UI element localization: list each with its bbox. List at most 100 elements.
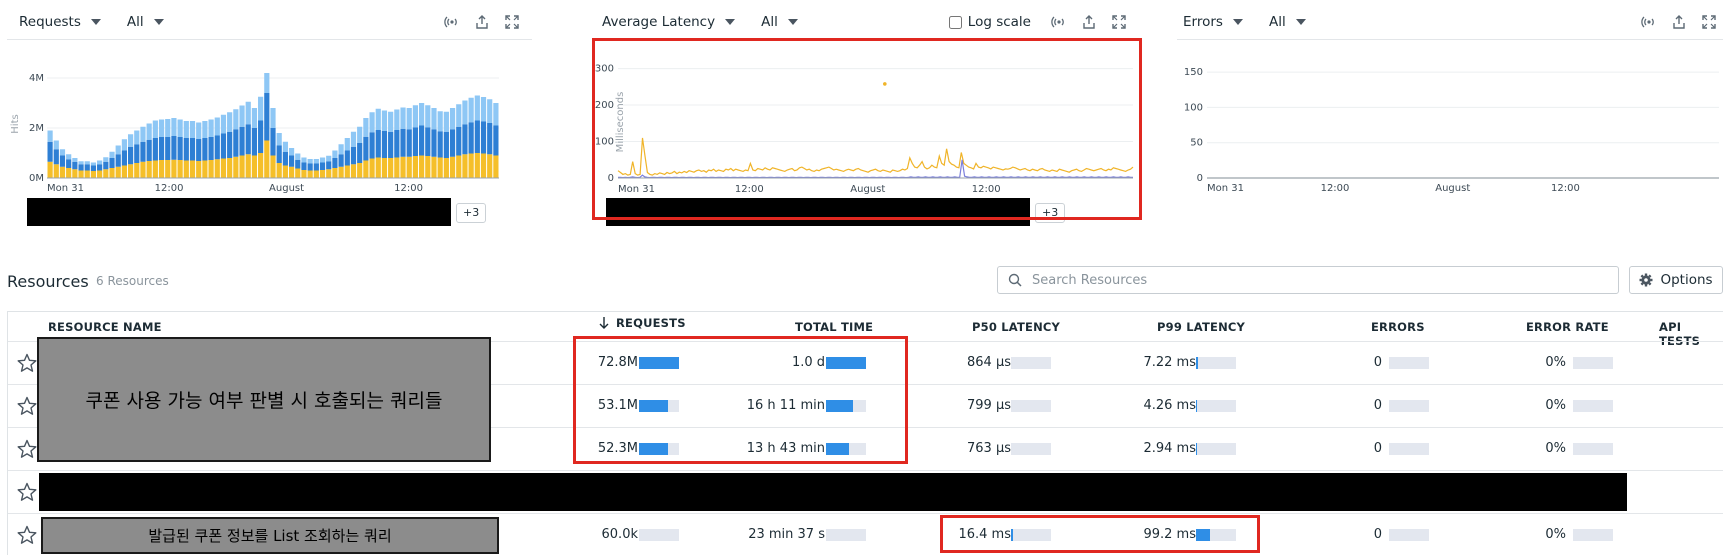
latency-panel-tools: Log scale [948, 14, 1127, 30]
bar-segment [288, 148, 295, 156]
export-icon[interactable] [474, 14, 490, 30]
outlier-point [883, 82, 887, 86]
requests-value: 53.1M [597, 398, 638, 413]
errors-metric-select[interactable]: Errors [1183, 14, 1243, 30]
bar-segment [301, 157, 307, 163]
error-rate-value: 0% [1545, 398, 1566, 413]
total-time-bar-fill [826, 357, 866, 369]
row-divider [8, 470, 1723, 471]
star-icon[interactable] [16, 395, 38, 417]
star-icon[interactable] [16, 524, 38, 546]
errors-filter-label: All [1268, 14, 1286, 30]
live-signal-icon[interactable] [1051, 14, 1067, 30]
requests-bar-fill [639, 357, 679, 369]
bar-segment [412, 105, 419, 128]
chevron-down-icon [153, 19, 164, 25]
table-row[interactable] [8, 471, 1723, 513]
y-tick-label: 2M [29, 123, 44, 134]
table-row[interactable]: 발급된 쿠폰 정보를 List 조회하는 쿼리 60.0k 23 min 37 … [8, 514, 1723, 555]
resource-group-note: 쿠폰 사용 가능 여부 판별 시 호출되는 쿼리들 [37, 337, 491, 462]
requests-bar [639, 443, 679, 455]
errors-filter-select[interactable]: All [1269, 14, 1306, 30]
total-time-bar [826, 357, 866, 369]
bar-segment [419, 125, 425, 156]
bar-segment [59, 155, 66, 167]
table-row[interactable]: 52.3M 13 h 43 min 763 µs 2.94 ms 0 0% [8, 428, 1723, 470]
bar-segment [208, 160, 214, 178]
chevron-down-icon [787, 19, 798, 25]
bar-segment [381, 110, 388, 131]
bar-segment [72, 158, 78, 162]
p50-latency-bar [1011, 443, 1051, 455]
column-header-p99-latency[interactable]: P99 LATENCY [1157, 320, 1246, 334]
bar-segment [202, 121, 208, 138]
bar-segment [202, 160, 208, 178]
requests-metric-select[interactable]: Requests [19, 14, 101, 30]
bar-segment [487, 154, 493, 178]
bar-segment [474, 95, 480, 121]
y-tick-label: 4M [29, 73, 44, 84]
requests-bar-fill [639, 443, 668, 455]
bar-segment [127, 134, 134, 147]
column-header-error-rate[interactable]: ERROR RATE [1526, 320, 1609, 334]
bar-segment [47, 130, 53, 142]
bar-segment [245, 101, 251, 125]
column-header-resource-name[interactable]: RESOURCE NAME [48, 320, 162, 334]
total-time-bar [826, 443, 866, 455]
bar-segment [276, 163, 282, 178]
log-scale-toggle[interactable]: Log scale [948, 14, 1031, 30]
latency-legend-more-badge[interactable]: +3 [1035, 203, 1066, 223]
errors-bar [1389, 443, 1429, 455]
expand-icon[interactable] [504, 14, 520, 30]
row-divider [8, 427, 1723, 428]
column-header-errors[interactable]: ERRORS [1371, 320, 1425, 334]
column-header-requests[interactable]: REQUESTS [598, 316, 686, 330]
bar-segment [319, 157, 326, 163]
errors-value: 0 [1373, 355, 1382, 370]
search-resources-input[interactable] [1032, 272, 1618, 288]
star-icon[interactable] [16, 481, 38, 503]
column-header-total-time[interactable]: TOTAL TIME [795, 320, 874, 334]
bar-segment [400, 156, 406, 178]
bar-segment [375, 157, 381, 178]
options-button[interactable]: Options [1629, 266, 1723, 294]
log-scale-label: Log scale [967, 14, 1031, 30]
expand-icon[interactable] [1701, 14, 1717, 30]
latency-metric-select[interactable]: Average Latency [602, 14, 736, 30]
total-time-bar-fill [826, 443, 849, 455]
bar-segment [84, 164, 90, 171]
column-header-p50-latency[interactable]: P50 LATENCY [972, 320, 1061, 334]
export-icon[interactable] [1081, 14, 1097, 30]
log-scale-checkbox[interactable] [948, 15, 962, 29]
latency-filter-label: All [761, 14, 778, 30]
y-tick-label: 0 [608, 173, 614, 184]
x-tick-label: 12:00 [1321, 183, 1350, 194]
expand-icon[interactable] [1111, 14, 1127, 30]
live-signal-icon[interactable] [1641, 14, 1657, 30]
y-tick-label: 200 [595, 100, 614, 111]
error-rate-bar [1573, 357, 1613, 369]
table-row[interactable]: 53.1M 16 h 11 min 799 µs 4.26 ms 0 0% [8, 385, 1723, 427]
bar-segment [487, 123, 493, 155]
table-row[interactable]: 72.8M 1.0 d 864 µs 7.22 ms 0 0% [8, 342, 1723, 384]
bar-segment [369, 158, 375, 178]
requests-filter-select[interactable]: All [127, 14, 164, 30]
bar-segment [152, 120, 158, 138]
resource-name-note: 발급된 쿠폰 정보를 List 조회하는 쿼리 [41, 517, 499, 554]
bar-segment [165, 160, 171, 178]
live-signal-icon[interactable] [444, 14, 460, 30]
latency-filter-select[interactable]: All [761, 14, 798, 30]
bar-segment [431, 156, 437, 178]
resources-count: 6 Resources [96, 274, 169, 288]
bar-segment [264, 140, 270, 178]
export-icon[interactable] [1671, 14, 1687, 30]
bar-segment [456, 155, 462, 178]
star-icon[interactable] [16, 352, 38, 374]
errors-chart: 0 50 100 150 Mon 31 12:00 August 12:00 [1184, 67, 1719, 194]
requests-chart: 0M 2M 4M Hits Mon 31 12:00 August 12:00 [10, 73, 499, 194]
star-icon[interactable] [16, 438, 38, 460]
latency-panel-divider [592, 39, 1137, 40]
latency-panel-header: Average Latency All Log scale [602, 10, 1127, 34]
search-resources-field[interactable] [997, 266, 1619, 294]
requests-legend-more-badge[interactable]: +3 [456, 203, 487, 223]
